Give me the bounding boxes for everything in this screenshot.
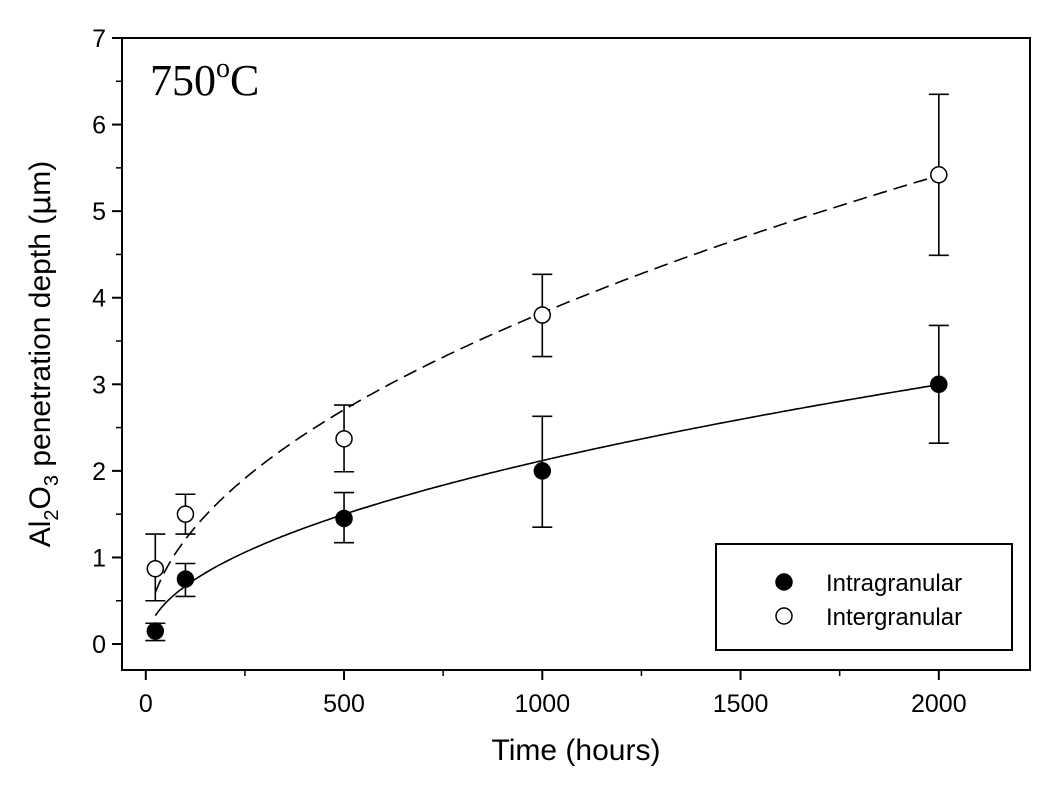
- y-tick-label: 4: [92, 285, 106, 313]
- x-tick-label: 1000: [514, 690, 570, 718]
- data-point-intergranular: [533, 306, 552, 324]
- y-tick-label: 0: [92, 631, 106, 659]
- fit-curve-intragranular: [154, 383, 939, 617]
- y-axis-ticks: 0 1 2 3 4 5 6 7: [92, 25, 122, 659]
- y-tick-label: 5: [92, 198, 106, 226]
- legend-label-intergranular: Intergranular: [826, 604, 962, 631]
- y-axis-title: Al2O3 penetration depth (μm): [23, 161, 63, 548]
- data-points: [146, 166, 948, 640]
- x-axis-title: Time (hours): [492, 734, 661, 767]
- fit-curve-intergranular: [154, 174, 940, 594]
- y-tick-label: 3: [92, 371, 106, 399]
- data-point-intragranular: [930, 375, 948, 394]
- plot-frame: [121, 37, 1031, 671]
- legend-label-intragranular: Intragranular: [826, 570, 962, 597]
- temperature-annotation: 750oC: [150, 53, 259, 105]
- x-tick-label: 0: [139, 690, 153, 718]
- data-point-intragranular: [176, 570, 195, 588]
- legend-marker-intergranular: [775, 607, 793, 625]
- y-tick-label: 6: [92, 112, 106, 140]
- x-tick-label: 500: [323, 690, 365, 718]
- legend-box: [715, 543, 1013, 651]
- data-point-intragranular: [335, 509, 353, 528]
- data-point-intragranular: [146, 622, 165, 640]
- y-tick-label: 7: [92, 25, 106, 53]
- y-tick-label: 1: [92, 544, 106, 572]
- data-point-intergranular: [176, 505, 195, 523]
- legend-marker-intragranular: [775, 573, 793, 591]
- y-tick-label: 2: [92, 458, 106, 486]
- data-point-intergranular: [335, 430, 353, 448]
- legend: Intragranular Intergranular: [715, 543, 1013, 651]
- data-point-intergranular: [930, 166, 948, 184]
- data-point-intergranular: [146, 559, 165, 578]
- x-tick-label: 1500: [713, 690, 769, 718]
- data-point-intragranular: [533, 462, 552, 480]
- x-axis-ticks: 0 500 1000 1500 2000: [139, 670, 967, 718]
- x-tick-label: 2000: [911, 690, 967, 718]
